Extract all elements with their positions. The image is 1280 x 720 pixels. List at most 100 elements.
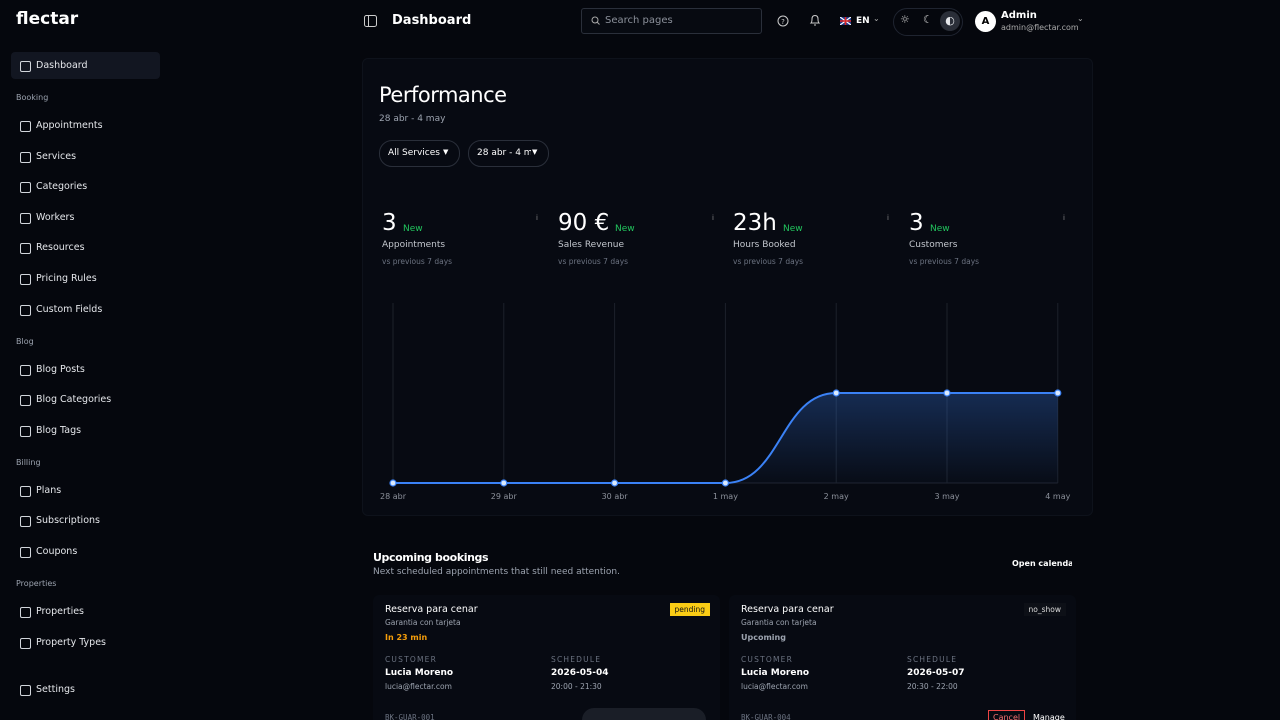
booking-card[interactable] — [373, 595, 720, 720]
sidebar-toggle[interactable] — [364, 15, 377, 27]
nav-item[interactable]: Categories — [36, 181, 88, 193]
nav-item[interactable]: Pricing Rules — [36, 273, 97, 284]
booking-card[interactable] — [729, 595, 1076, 720]
nav-section: Properties — [16, 579, 57, 588]
schedule-time: 20:00 - 21:30 — [551, 682, 602, 691]
nav-icon[interactable] — [20, 425, 31, 437]
nav-icon[interactable] — [20, 243, 31, 255]
info-icon[interactable]: i — [712, 214, 714, 222]
avatar[interactable]: A — [975, 11, 996, 32]
filter-services-caret[interactable]: ▼ — [443, 148, 449, 156]
nav-section: Blog — [16, 336, 34, 346]
nav-icon[interactable] — [20, 212, 31, 224]
user-name[interactable]: Admin — [1001, 10, 1037, 21]
stat-note: vs previous 7 days — [382, 257, 453, 266]
open-calendar[interactable]: Open calendar â†’ — [1012, 559, 1072, 568]
dark-theme[interactable]: ☾ — [923, 13, 933, 26]
nav-icon[interactable] — [20, 61, 31, 72]
x-tick-label: 28 abr — [380, 492, 407, 501]
stat-note: vs previous 7 days — [558, 257, 629, 266]
theme-toggle[interactable] — [893, 8, 963, 36]
nav-item[interactable]: Coupons — [36, 546, 78, 557]
stat-value: 3 — [909, 210, 924, 236]
nav-icon[interactable] — [20, 516, 31, 528]
booking-title: Reserva para cenar — [385, 604, 478, 615]
schedule-label: SCHEDULE — [551, 655, 602, 664]
nav-item[interactable]: Plans — [36, 484, 62, 496]
nav-item[interactable]: Property Types — [36, 636, 106, 648]
nav-icon[interactable] — [20, 274, 31, 285]
filter-services[interactable] — [379, 140, 460, 167]
nav-icon[interactable] — [20, 151, 31, 163]
performance-title: Performance — [379, 83, 507, 107]
info-icon[interactable]: i — [887, 214, 889, 222]
nav-icon[interactable] — [20, 637, 31, 649]
nav-icon[interactable] — [20, 364, 31, 376]
filter-date-caret[interactable]: ▼ — [532, 148, 538, 156]
user-chevron[interactable]: ⌄ — [1077, 14, 1084, 23]
filter-date-label[interactable]: 28 abr - 4 may — [477, 148, 531, 158]
point — [389, 479, 397, 487]
stat-value: 23h — [733, 210, 777, 236]
stat-label: Customers — [909, 240, 958, 250]
light-theme[interactable]: ☼ — [900, 13, 910, 26]
nav-item[interactable]: Dashboard — [36, 60, 88, 71]
nav-item[interactable]: Custom Fields — [36, 303, 103, 315]
floating-toolbar[interactable] — [582, 708, 706, 720]
x-tick-label: 29 abr — [491, 492, 518, 501]
x-tick-label: 1 may — [713, 492, 738, 501]
info-icon[interactable]: i — [536, 214, 538, 222]
customer-label: CUSTOMER — [741, 655, 793, 664]
user-email[interactable]: admin@flectar.com — [1001, 23, 1079, 32]
stat-badge: New — [403, 224, 423, 234]
booking-ref: BK-GUAR-001 — [385, 713, 435, 720]
nav-icon[interactable] — [20, 607, 31, 618]
nav-icon[interactable] — [20, 395, 31, 407]
filter-date[interactable] — [468, 140, 549, 167]
info-icon[interactable]: i — [1063, 214, 1065, 222]
nav-item[interactable]: Appointments — [36, 120, 103, 131]
nav-item[interactable]: Blog Tags — [36, 424, 82, 436]
stat-label: Hours Booked — [733, 240, 796, 250]
nav-item[interactable]: Properties — [36, 606, 85, 617]
manage-button[interactable]: Manage — [1033, 713, 1065, 720]
active-nav[interactable] — [11, 52, 160, 79]
schedule-label: SCHEDULE — [907, 655, 958, 664]
customer-name: Lucia Moreno — [385, 668, 454, 678]
booking-ref: BK-GUAR-004 — [741, 713, 791, 720]
cancel-button[interactable]: Cancel — [988, 710, 1026, 720]
nav-section: Booking — [16, 93, 49, 102]
language[interactable]: EN — [856, 16, 870, 26]
nav-icon[interactable] — [20, 547, 31, 558]
nav-icon[interactable] — [20, 182, 31, 194]
x-tick-label: 2 may — [824, 492, 849, 501]
logo[interactable]: flectar — [16, 9, 79, 29]
nav-icon[interactable] — [20, 685, 31, 696]
filter-services-label[interactable]: All Services — [388, 148, 440, 158]
nav-item[interactable]: Subscriptions — [36, 515, 100, 527]
booking-timing: In 23 min — [385, 633, 428, 642]
point — [1054, 389, 1062, 397]
booking-subtitle: Garantia con tarjeta — [741, 618, 817, 627]
nav-item[interactable]: Workers — [36, 211, 75, 223]
nav-icon[interactable] — [20, 304, 31, 316]
nav-item[interactable]: Blog Posts — [36, 363, 85, 375]
area — [393, 393, 1058, 483]
system-theme[interactable]: ◐ — [940, 11, 960, 31]
language-chevron[interactable]: ⌄ — [873, 14, 880, 23]
nav-item[interactable]: Resources — [36, 242, 85, 254]
nav-item[interactable]: Services — [36, 150, 77, 162]
nav-item[interactable]: Blog Categories — [36, 394, 112, 406]
bell-icon[interactable] — [809, 14, 821, 27]
nav-icon[interactable] — [20, 121, 31, 132]
search-box[interactable] — [581, 8, 762, 34]
help-icon[interactable]: ? — [777, 15, 789, 27]
x-tick-label: 4 may — [1045, 492, 1070, 501]
nav-icon[interactable] — [20, 485, 31, 497]
booking-subtitle: Garantia con tarjeta — [385, 618, 461, 627]
bookings-subtitle: Next scheduled appointments that still n… — [373, 567, 620, 577]
flag-icon[interactable] — [840, 17, 851, 25]
point — [943, 389, 951, 397]
nav-item[interactable]: Settings — [36, 684, 75, 695]
